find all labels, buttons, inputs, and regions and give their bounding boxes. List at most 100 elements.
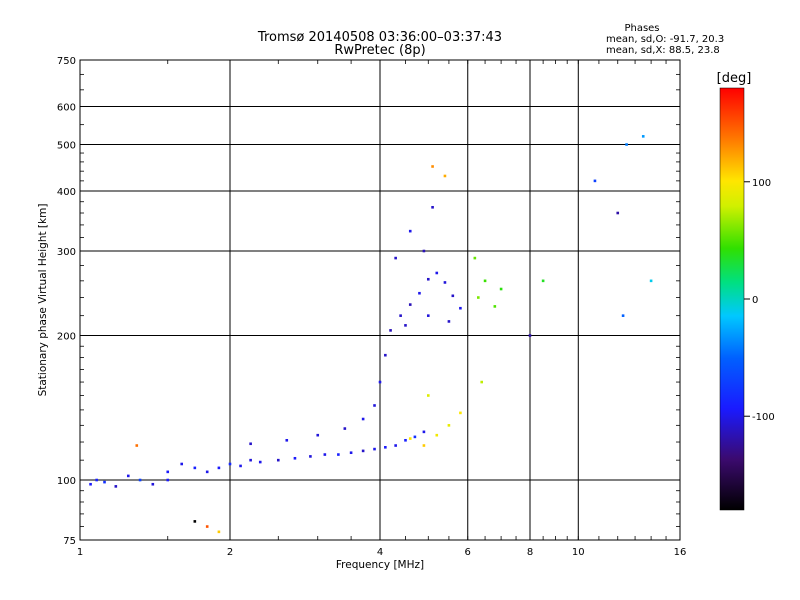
data-point bbox=[593, 179, 597, 183]
chart-subtitle: RwPretec (8p) bbox=[334, 43, 425, 58]
data-point bbox=[426, 277, 430, 281]
y-tick-label: 200 bbox=[57, 332, 76, 343]
data-point bbox=[447, 320, 451, 323]
data-point bbox=[426, 394, 430, 397]
data-point bbox=[349, 451, 353, 455]
data-point bbox=[541, 279, 545, 283]
data-points bbox=[89, 135, 653, 534]
data-point bbox=[528, 334, 532, 337]
data-point bbox=[384, 353, 387, 357]
x-tick-label: 2 bbox=[227, 547, 233, 558]
data-point bbox=[228, 462, 232, 466]
data-point bbox=[166, 470, 170, 474]
y-axis-label: Stationary phase Virtual Height [km] bbox=[37, 204, 49, 397]
data-point bbox=[361, 417, 365, 421]
stats-header: Phases bbox=[624, 23, 659, 34]
data-point bbox=[404, 324, 407, 327]
data-point bbox=[103, 480, 106, 484]
data-point bbox=[480, 380, 484, 384]
x-tick-label: 8 bbox=[527, 547, 533, 558]
data-point bbox=[418, 291, 421, 295]
data-point bbox=[361, 449, 365, 453]
data-point bbox=[180, 462, 184, 466]
data-point bbox=[649, 279, 653, 283]
data-point bbox=[408, 229, 412, 233]
data-point bbox=[337, 453, 340, 456]
stats-line-o: mean, sd,O: -91.7, 20.3 bbox=[606, 34, 724, 45]
data-point bbox=[435, 271, 439, 275]
tick-marks bbox=[79, 59, 681, 541]
colorbar-ticks: -100 0 100 bbox=[744, 178, 775, 423]
data-point bbox=[413, 435, 417, 439]
colorbar-label: [deg] bbox=[717, 71, 752, 86]
data-point bbox=[499, 287, 503, 291]
data-point bbox=[443, 281, 447, 284]
colorbar-tick-label: -100 bbox=[752, 412, 775, 423]
y-tick-label: 500 bbox=[57, 141, 76, 152]
y-tick-label: 600 bbox=[57, 103, 76, 114]
colorbar-tick-label: 0 bbox=[752, 295, 758, 306]
data-point bbox=[625, 143, 628, 146]
data-point bbox=[422, 249, 426, 253]
data-point bbox=[138, 478, 142, 482]
data-point bbox=[285, 438, 289, 442]
data-point bbox=[408, 437, 412, 440]
y-tick-label: 400 bbox=[57, 187, 76, 198]
data-point bbox=[408, 303, 412, 306]
x-axis-label: Frequency [MHz] bbox=[336, 559, 424, 571]
data-point bbox=[431, 205, 434, 209]
data-point bbox=[151, 482, 155, 486]
data-point bbox=[422, 444, 426, 447]
data-point bbox=[316, 433, 320, 437]
data-point bbox=[477, 296, 480, 299]
y-tick-label: 300 bbox=[57, 247, 76, 258]
data-point bbox=[443, 174, 447, 178]
data-point bbox=[459, 306, 462, 310]
data-point bbox=[217, 466, 221, 470]
data-point bbox=[373, 447, 376, 451]
y-tick-label: 750 bbox=[57, 56, 76, 67]
data-point bbox=[135, 444, 139, 447]
x-tick-label: 6 bbox=[465, 547, 471, 558]
y-tick-label: 100 bbox=[57, 476, 76, 487]
data-point bbox=[126, 474, 130, 478]
data-point bbox=[447, 424, 451, 427]
data-point bbox=[193, 466, 197, 470]
data-point bbox=[493, 305, 497, 308]
grid-lines bbox=[80, 60, 680, 540]
data-point bbox=[114, 485, 118, 488]
data-point bbox=[217, 530, 221, 534]
data-point bbox=[621, 314, 625, 317]
data-point bbox=[323, 453, 327, 456]
data-point bbox=[435, 433, 439, 437]
data-point bbox=[616, 211, 620, 215]
data-point bbox=[193, 520, 197, 523]
data-point bbox=[89, 482, 92, 486]
x-tick-labels: 1 2 4 6 8 10 16 bbox=[77, 547, 687, 558]
data-point bbox=[276, 458, 280, 462]
data-point bbox=[451, 294, 455, 298]
data-point bbox=[384, 446, 387, 449]
data-point bbox=[373, 404, 376, 407]
data-point bbox=[239, 464, 242, 468]
data-point bbox=[473, 256, 477, 260]
data-point bbox=[394, 256, 397, 260]
data-point bbox=[166, 478, 170, 482]
data-point bbox=[205, 525, 209, 528]
data-point bbox=[293, 456, 297, 460]
data-point bbox=[426, 314, 430, 317]
stats-line-x: mean, sd,X: 88.5, 23.8 bbox=[606, 45, 720, 56]
data-point bbox=[483, 279, 487, 283]
data-point bbox=[404, 438, 407, 442]
data-point bbox=[394, 444, 397, 447]
y-tick-label: 75 bbox=[63, 536, 76, 547]
data-point bbox=[258, 460, 262, 464]
data-point bbox=[389, 329, 392, 332]
data-point bbox=[249, 442, 252, 446]
data-point bbox=[399, 314, 402, 317]
y-tick-labels: 75 100 200 300 400 500 600 750 bbox=[57, 56, 76, 547]
data-point bbox=[309, 455, 312, 458]
data-point bbox=[459, 411, 462, 415]
chart-title: Tromsø 20140508 03:36:00–03:37:43 bbox=[257, 30, 502, 45]
